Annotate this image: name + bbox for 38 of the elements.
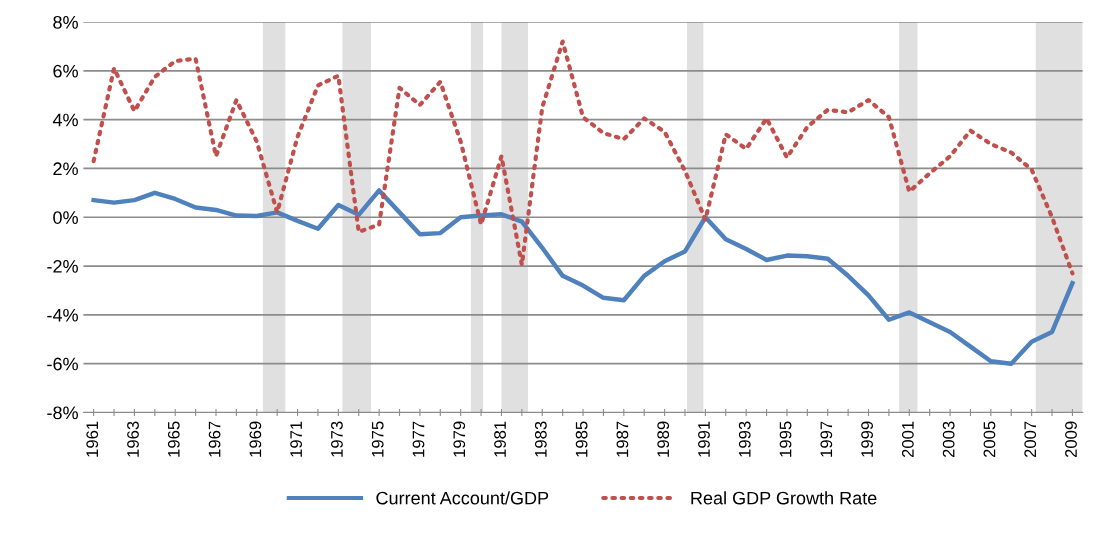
x-tick-label: 1981 (494, 421, 506, 457)
legend-label: Real GDP Growth Rate (691, 491, 877, 505)
y-tick-label: 6% (53, 64, 78, 78)
x-tick-label: 1987 (616, 421, 629, 457)
x-tick-label: 2003 (942, 421, 955, 458)
x-tick-label: 1961 (86, 421, 99, 457)
x-tick-label: 2009 (1065, 421, 1077, 458)
x-tick-label: 1973 (331, 421, 343, 457)
x-tick-label: 1963 (127, 421, 139, 457)
x-tick-label: 1975 (371, 421, 384, 457)
x-tick-label: 1989 (657, 421, 670, 457)
line-series (91, 39, 1075, 276)
x-tick-label: 1995 (779, 421, 792, 457)
line-series (91, 188, 1075, 366)
x-tick-label: 1965 (167, 421, 180, 457)
y-tick-label: 8% (53, 15, 78, 29)
x-tick-label: 1999 (861, 421, 873, 457)
x-tick-label: 2007 (1024, 421, 1037, 458)
x-tick-label: 1997 (820, 421, 833, 457)
x-tick-label: 1979 (453, 421, 466, 457)
legend-label: Current Account/GDP (376, 491, 549, 505)
y-tick-label: -8% (47, 406, 78, 420)
x-tick-label: 1991 (698, 421, 710, 457)
y-tick-label: -2% (47, 260, 78, 273)
x-tick-label: 2001 (901, 421, 914, 458)
x-tick-label: 1993 (738, 421, 751, 457)
y-tick-label: -6% (47, 357, 78, 371)
x-tick-label: 1971 (290, 421, 303, 457)
x-tick-label: 1967 (208, 421, 221, 457)
y-tick-label: 0% (53, 211, 78, 224)
y-tick-label: 4% (52, 113, 78, 127)
x-tick-label: 1983 (534, 421, 547, 457)
x-tick-label: 1985 (575, 421, 588, 457)
y-tick-label: -4% (47, 308, 78, 322)
y-tick-label: 2% (53, 162, 78, 176)
x-tick-label: 1969 (249, 421, 262, 457)
x-tick-label: 2005 (983, 421, 996, 458)
x-tick-label: 1977 (412, 421, 425, 457)
